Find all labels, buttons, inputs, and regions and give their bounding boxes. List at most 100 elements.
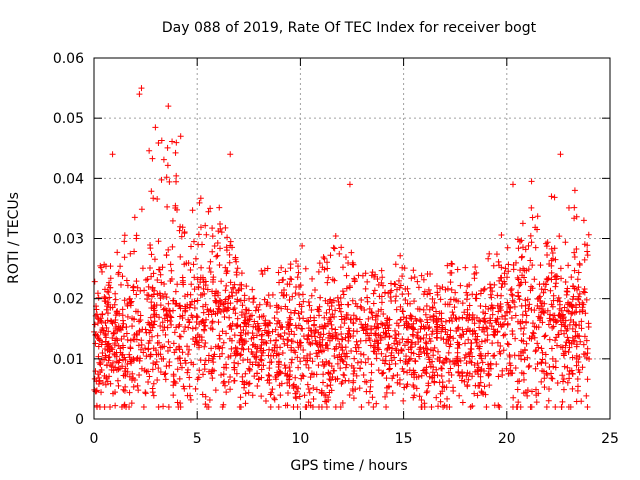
data-point: [467, 358, 474, 365]
data-point: [234, 345, 241, 352]
data-point: [499, 280, 506, 287]
data-point: [357, 350, 364, 357]
data-point: [427, 363, 434, 370]
data-point: [286, 297, 293, 304]
data-point: [105, 341, 112, 348]
data-point: [154, 332, 161, 339]
data-point: [225, 294, 232, 301]
data-point: [497, 300, 504, 307]
data-point: [275, 317, 282, 324]
data-point: [97, 360, 104, 367]
data-point: [575, 295, 582, 302]
data-point: [337, 294, 344, 301]
data-point: [335, 298, 342, 305]
data-point: [577, 338, 584, 345]
data-point: [275, 269, 282, 276]
data-point: [389, 375, 396, 382]
data-point: [243, 283, 250, 290]
data-point: [474, 392, 481, 399]
data-point: [573, 246, 580, 253]
data-point: [165, 403, 172, 410]
data-point: [214, 240, 221, 247]
data-point: [241, 319, 248, 326]
data-point: [238, 311, 245, 318]
data-point: [251, 373, 258, 380]
data-point: [489, 304, 496, 311]
data-point: [463, 315, 470, 322]
data-point: [302, 265, 309, 272]
data-point: [373, 400, 380, 407]
data-point: [169, 217, 176, 224]
data-point: [319, 379, 326, 386]
data-point: [290, 383, 297, 390]
data-point: [548, 193, 555, 200]
data-point: [200, 309, 207, 316]
data-point: [471, 390, 478, 397]
data-point: [115, 382, 122, 389]
data-point: [569, 304, 576, 311]
data-point: [444, 395, 451, 402]
data-point: [342, 377, 349, 384]
data-point: [405, 290, 412, 297]
data-point: [148, 188, 155, 195]
data-point: [498, 323, 505, 330]
data-point: [399, 308, 406, 315]
data-point: [441, 360, 448, 367]
data-point: [451, 361, 458, 368]
data-point: [354, 359, 361, 366]
data-point: [216, 262, 223, 269]
data-point: [505, 341, 512, 348]
data-point: [555, 331, 562, 338]
data-point: [576, 353, 583, 360]
data-point: [531, 334, 538, 341]
data-point: [188, 359, 195, 366]
data-point: [167, 318, 174, 325]
data-point: [115, 366, 122, 373]
data-point: [155, 266, 162, 273]
data-point: [296, 283, 303, 290]
data-point: [191, 286, 198, 293]
data-point: [201, 290, 208, 297]
data-point: [305, 386, 312, 393]
data-point: [429, 369, 436, 376]
data-point: [368, 309, 375, 316]
data-point: [450, 387, 457, 394]
data-point: [163, 174, 170, 181]
data-point: [271, 395, 278, 402]
data-point: [550, 312, 557, 319]
data-point: [455, 362, 462, 369]
data-point: [332, 326, 339, 333]
data-point: [222, 287, 229, 294]
data-point: [134, 382, 141, 389]
data-point: [565, 262, 572, 269]
data-point: [160, 355, 167, 362]
data-point: [569, 334, 576, 341]
data-point: [413, 385, 420, 392]
data-point: [368, 326, 375, 333]
data-point: [181, 385, 188, 392]
data-point: [353, 338, 360, 345]
data-point: [291, 347, 298, 354]
data-point: [231, 366, 238, 373]
y-tick-label: 0.03: [53, 232, 84, 248]
data-point: [346, 181, 353, 188]
data-point: [173, 178, 180, 185]
data-point: [218, 229, 225, 236]
data-point: [145, 368, 152, 375]
data-point: [548, 370, 555, 377]
data-point: [267, 320, 274, 327]
data-point: [202, 222, 209, 229]
data-point: [166, 307, 173, 314]
data-point: [216, 221, 223, 228]
data-point: [327, 296, 334, 303]
data-point: [410, 382, 417, 389]
data-point: [583, 296, 590, 303]
data-point: [305, 332, 312, 339]
y-tick-label: 0.02: [53, 292, 84, 308]
data-point: [154, 195, 161, 202]
data-point: [313, 386, 320, 393]
data-point: [534, 340, 541, 347]
data-point: [512, 312, 519, 319]
data-point: [549, 250, 556, 257]
data-point: [274, 320, 281, 327]
